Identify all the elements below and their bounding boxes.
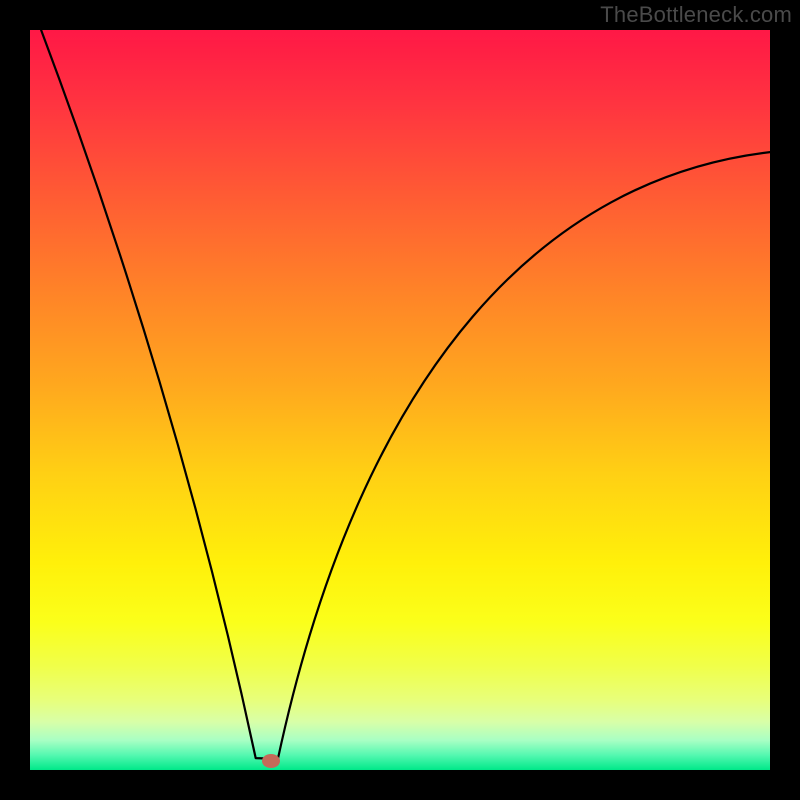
chart-container: TheBottleneck.com: [0, 0, 800, 800]
bottleneck-curve: [30, 30, 770, 770]
optimum-marker: [262, 754, 280, 768]
plot-area: [30, 30, 770, 770]
watermark-text: TheBottleneck.com: [600, 2, 792, 28]
